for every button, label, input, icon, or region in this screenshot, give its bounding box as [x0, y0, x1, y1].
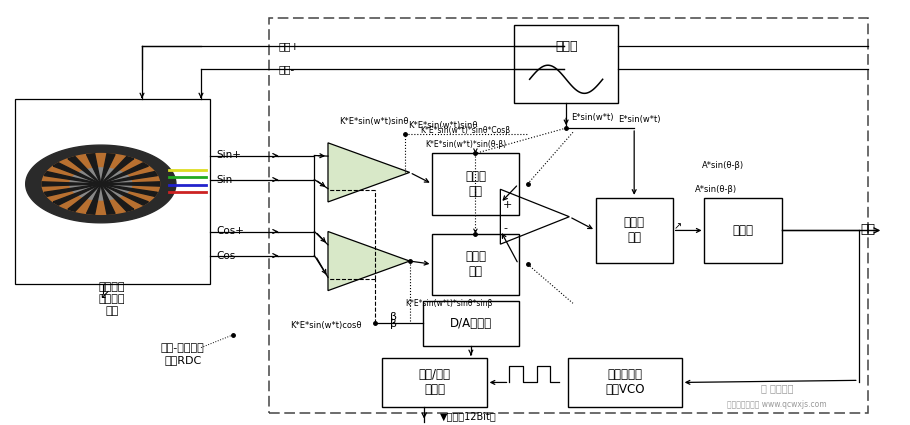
Text: K*E*sin(w*t)*sinθ*Cosβ: K*E*sin(w*t)*sinθ*Cosβ	[420, 126, 511, 135]
Text: ↗: ↗	[673, 221, 682, 231]
Text: Cos-: Cos-	[217, 251, 239, 261]
Text: Sin-: Sin-	[217, 175, 237, 184]
Polygon shape	[328, 143, 410, 202]
FancyBboxPatch shape	[382, 358, 487, 407]
Text: 旋转变压
器位置传
感器: 旋转变压 器位置传 感器	[99, 283, 126, 316]
Text: 积分器: 积分器	[733, 224, 753, 237]
FancyBboxPatch shape	[432, 234, 519, 295]
Polygon shape	[54, 184, 101, 205]
Text: Cos+: Cos+	[217, 227, 244, 236]
Text: 振荡器: 振荡器	[555, 40, 577, 53]
Polygon shape	[328, 232, 410, 291]
Polygon shape	[70, 168, 132, 200]
Text: D/A转换器: D/A转换器	[450, 317, 492, 330]
Text: K*E*sin(w*t)*sin(θ-β): K*E*sin(w*t)*sin(θ-β)	[425, 140, 506, 150]
FancyBboxPatch shape	[514, 25, 618, 103]
Polygon shape	[101, 184, 157, 196]
Polygon shape	[101, 154, 115, 184]
Polygon shape	[101, 182, 159, 186]
Text: E*sin(w*t): E*sin(w*t)	[618, 115, 661, 124]
Polygon shape	[68, 157, 101, 184]
Text: 励磁-: 励磁-	[278, 64, 294, 74]
Polygon shape	[42, 182, 101, 186]
Text: 电压控制震
荡器VCO: 电压控制震 荡器VCO	[605, 368, 645, 397]
Text: 旋变-数字转换
芯片RDC: 旋变-数字转换 芯片RDC	[161, 343, 205, 365]
Text: 向上/向下
计数器: 向上/向下 计数器	[419, 368, 450, 397]
Text: ↙: ↙	[99, 288, 110, 301]
Text: 正弦乘
法器: 正弦乘 法器	[465, 250, 486, 278]
Text: 汽车维修技术网 www.qcwxjs.com: 汽车维修技术网 www.qcwxjs.com	[727, 400, 827, 409]
Text: 励磁+: 励磁+	[278, 41, 299, 51]
Polygon shape	[101, 172, 157, 184]
Polygon shape	[101, 184, 134, 211]
Text: K*E*sin(w*t)*sinθ*sinβ: K*E*sin(w*t)*sinθ*sinβ	[405, 299, 492, 308]
Text: A*sin(θ-β): A*sin(θ-β)	[695, 185, 737, 194]
Polygon shape	[68, 184, 101, 211]
Text: 速度: 速度	[860, 223, 875, 236]
Text: -: -	[503, 223, 507, 233]
Text: ▼位置（12Bit）: ▼位置（12Bit）	[440, 411, 497, 422]
Text: 余弦乘
法器: 余弦乘 法器	[465, 170, 486, 198]
Text: K*E*sin(w*t)cosθ: K*E*sin(w*t)cosθ	[290, 321, 361, 330]
Polygon shape	[101, 184, 115, 214]
Polygon shape	[86, 154, 101, 184]
Polygon shape	[101, 163, 148, 184]
Text: β: β	[389, 312, 397, 322]
Text: A*sin(θ-β): A*sin(θ-β)	[702, 161, 743, 170]
Text: Sin+: Sin+	[217, 150, 241, 161]
Polygon shape	[101, 184, 148, 205]
Polygon shape	[25, 145, 176, 223]
Polygon shape	[45, 172, 101, 184]
Polygon shape	[45, 184, 101, 196]
Text: β: β	[389, 320, 397, 329]
FancyBboxPatch shape	[704, 198, 782, 263]
Text: K*E*sin(w*t)sinθ: K*E*sin(w*t)sinθ	[339, 117, 409, 126]
Polygon shape	[42, 153, 159, 214]
FancyBboxPatch shape	[432, 153, 519, 215]
Polygon shape	[86, 184, 101, 214]
FancyBboxPatch shape	[569, 358, 682, 407]
Text: K*E*sin(w*t)sinθ: K*E*sin(w*t)sinθ	[408, 122, 478, 130]
FancyBboxPatch shape	[15, 99, 210, 284]
Text: +: +	[503, 200, 512, 210]
Text: 🔩 可可电驱: 🔩 可可电驱	[761, 383, 794, 393]
Polygon shape	[101, 157, 134, 184]
Text: E*sin(w*t): E*sin(w*t)	[571, 113, 613, 122]
FancyBboxPatch shape	[423, 301, 519, 346]
Text: 同步整
流器: 同步整 流器	[623, 216, 644, 244]
Polygon shape	[54, 163, 101, 184]
FancyBboxPatch shape	[596, 198, 672, 263]
